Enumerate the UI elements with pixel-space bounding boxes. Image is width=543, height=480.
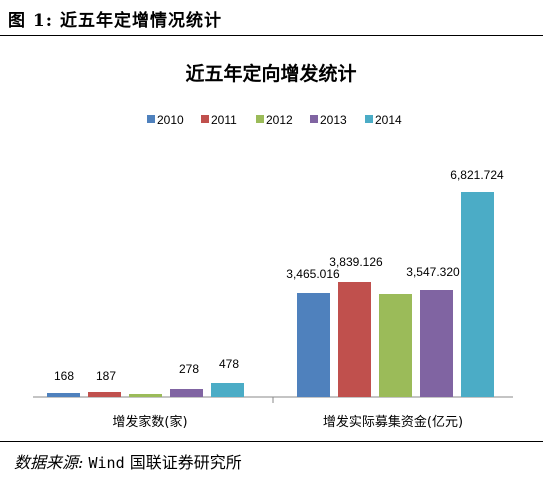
data-label-count-2014: 478: [219, 357, 239, 371]
data-label-funds-2014: 6,821.724: [450, 168, 504, 182]
data-label-count-2010: 168: [54, 369, 74, 383]
bar-count-2013: [170, 389, 203, 397]
footer-rule: [0, 441, 543, 442]
bar-count-2012: [129, 394, 162, 397]
data-label-funds-2010: 3,465.016: [286, 267, 340, 281]
figure-header: 图 1: 近五年定增情况统计: [0, 0, 543, 38]
data-label-count-2011: 187: [96, 369, 116, 383]
data-label-funds-2013: 3,547.320: [406, 265, 460, 279]
bar-funds-2011: [338, 282, 371, 397]
bar-funds-2013: [420, 290, 453, 397]
legend-swatch-2010: [147, 115, 155, 123]
legend-label-2014: 2014: [375, 113, 402, 127]
figure-label: 图 1:: [8, 11, 54, 31]
legend-label-2013: 2013: [320, 113, 347, 127]
figure-caption: 近五年定增情况统计: [59, 11, 222, 31]
bar-funds-2012: [379, 294, 412, 397]
chart-title: 近五年定向增发统计: [185, 62, 356, 85]
bar-funds-2010: [297, 293, 330, 397]
source-line: 数据来源: Wind 国联证券研究所: [14, 449, 242, 473]
legend-swatch-2011: [201, 115, 209, 123]
legend-label-2012: 2012: [266, 113, 293, 127]
legend-label-2011: 2011: [211, 113, 237, 127]
legend-label-2010: 2010: [157, 113, 184, 127]
bar-funds-2014: [461, 192, 494, 397]
figure-title: 图 1: 近五年定增情况统计: [8, 6, 222, 31]
legend-swatch-2013: [310, 115, 318, 123]
data-label-count-2013: 278: [179, 362, 199, 376]
bar-count-2010: [47, 393, 80, 397]
bar-count-2014: [211, 383, 244, 397]
legend-swatch-2014: [365, 115, 373, 123]
bar-count-2011: [88, 392, 121, 397]
source-institution: 国联证券研究所: [129, 453, 242, 472]
legend-swatch-2012: [256, 115, 264, 123]
source-provider: Wind: [88, 454, 125, 472]
category-label-0: 增发家数(家): [112, 414, 187, 430]
data-label-funds-2011: 3,839.126: [329, 255, 383, 269]
source-prefix: 数据来源:: [14, 453, 84, 472]
category-label-1: 增发实际募集资金(亿元): [323, 414, 463, 430]
header-rule: [0, 35, 543, 36]
bar-chart: 近五年定向增发统计 2010 2011 2012 2013 2014 168 187 278 47…: [33, 62, 513, 430]
